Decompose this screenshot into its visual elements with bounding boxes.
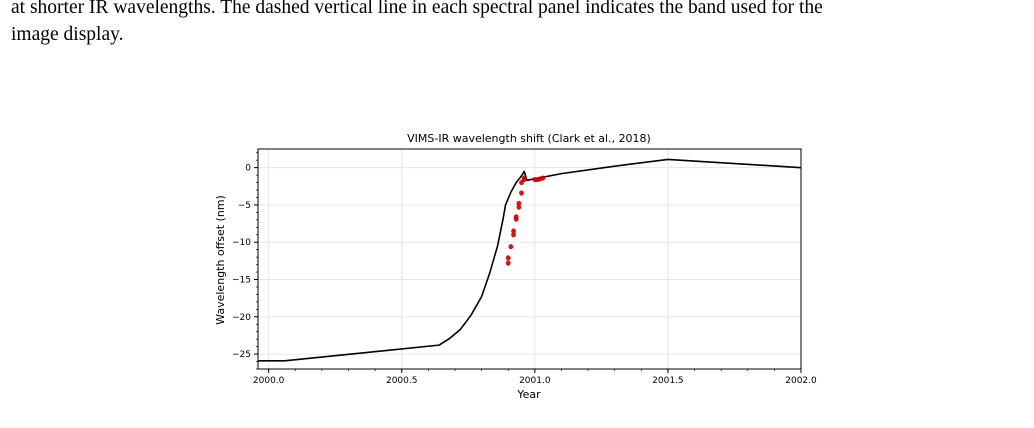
x-tick-label: 2000.0 bbox=[253, 376, 285, 386]
y-tick-label: −5 bbox=[238, 201, 251, 211]
data-point bbox=[513, 214, 519, 220]
data-point bbox=[508, 244, 514, 250]
data-point bbox=[516, 200, 522, 207]
axis-ticks: 2000.0 2000.5 2001.0 2001.5 2002.0 0 −5 −10 −15 −… bbox=[232, 152, 817, 386]
y-tick-label: 0 bbox=[245, 164, 251, 174]
data-point bbox=[505, 255, 511, 261]
data-point bbox=[516, 204, 522, 210]
data-point bbox=[511, 232, 516, 238]
y-tick-label: −10 bbox=[232, 238, 251, 248]
y-tick-label: −25 bbox=[232, 350, 251, 360]
caption-line-1: at shorter IR wavelengths. The dashed ve… bbox=[11, 0, 823, 18]
x-tick-label: 2000.5 bbox=[386, 376, 418, 386]
grid-lines bbox=[258, 149, 802, 369]
x-tick-label: 2001.0 bbox=[519, 376, 551, 386]
x-tick-label: 2002.0 bbox=[785, 376, 817, 386]
plot-frame bbox=[257, 148, 802, 370]
data-point bbox=[505, 260, 511, 266]
chart-title: VIMS-IR wavelength shift (Clark et al., … bbox=[407, 132, 651, 145]
y-axis-label: Wavelength offset (nm) bbox=[214, 195, 227, 325]
x-axis-label: Year bbox=[516, 388, 541, 401]
data-point bbox=[519, 190, 524, 196]
y-tick-label: −15 bbox=[232, 276, 251, 286]
data-point bbox=[521, 175, 527, 181]
data-point bbox=[540, 175, 546, 181]
x-tick-label: 2001.5 bbox=[652, 376, 684, 386]
y-tick-label: −20 bbox=[232, 313, 251, 323]
caption-line-2: image display. bbox=[11, 24, 124, 45]
data-series bbox=[258, 158, 802, 362]
data-point bbox=[511, 228, 516, 234]
series-line bbox=[258, 158, 802, 362]
